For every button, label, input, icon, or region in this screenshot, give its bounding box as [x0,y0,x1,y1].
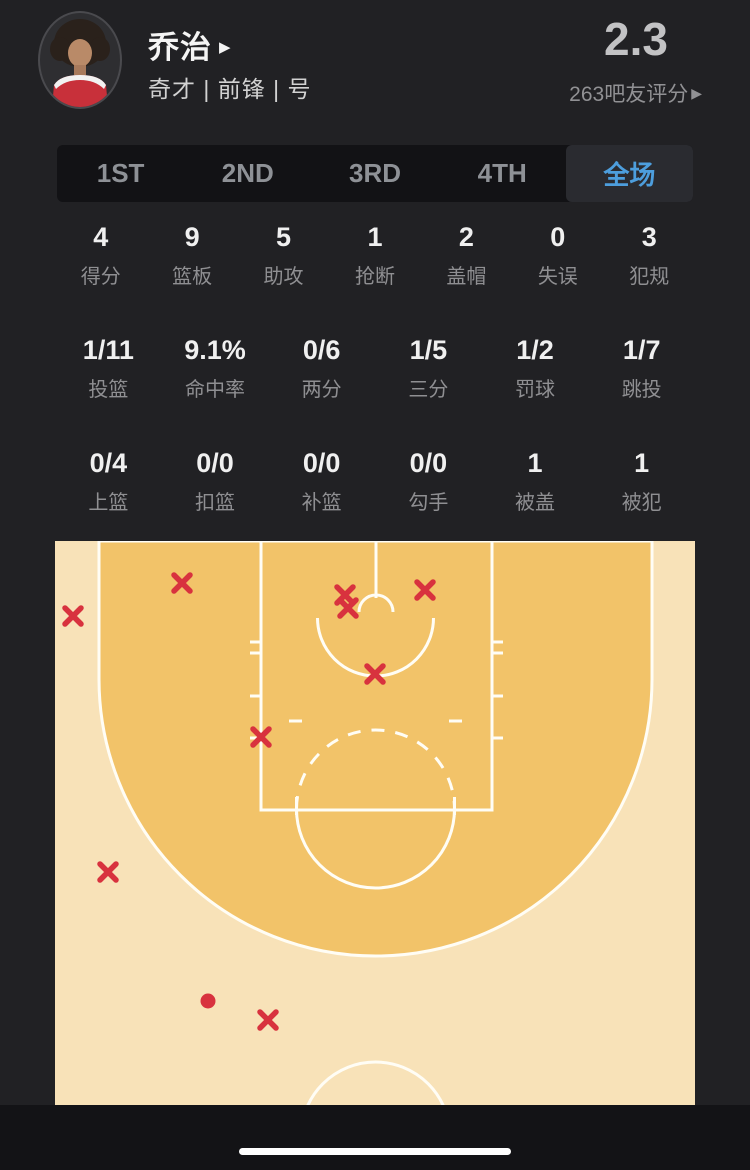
stat-cell: 1 被犯 [588,448,695,515]
stat-cell: 9 篮板 [146,222,237,289]
stat-row: 1/11 投篮 9.1% 命中率 0/6 两分 1/5 三分 1/2 罚球 1/7 跳投 [55,335,695,402]
stat-value: 1/5 [409,335,448,365]
stat-label: 盖帽 [446,266,487,288]
stat-cell: 1/2 罚球 [482,335,589,402]
stat-value: 0/0 [196,448,234,478]
bottom-bar [0,1105,750,1170]
shot-miss-marker [250,726,272,748]
stat-cell: 3 犯规 [604,222,695,289]
stat-row: 0/4 上篮 0/0 扣篮 0/0 补篮 0/0 勾手 1 被盖 1 被犯 [55,448,695,515]
stat-cell: 1 被盖 [482,448,589,515]
stat-value: 4 [93,222,109,252]
player-avatar[interactable] [38,11,122,109]
stat-label: 失误 [537,266,578,288]
shot-miss-marker [414,579,436,601]
stat-label: 勾手 [408,492,449,514]
stat-value: 1/7 [622,335,661,365]
stat-label: 三分 [408,379,449,401]
shot-miss-marker [257,1009,279,1031]
stat-cell: 2 盖帽 [421,222,512,289]
tab-1ST[interactable]: 1ST [96,158,145,188]
quarter-tabs: 1ST 2ND 3RD 4TH 全场 [57,145,693,202]
tab-全场[interactable]: 全场 [565,145,693,202]
stat-cell: 0/0 补篮 [268,448,375,515]
stat-label: 两分 [301,379,342,401]
stat-row: 4 得分 9 篮板 5 助攻 1 抢断 2 盖帽 0 失误 3 犯规 [55,222,695,289]
stat-value: 3 [641,222,657,252]
shot-chart [55,541,695,1105]
stat-label: 上篮 [88,492,129,514]
stat-value: 2 [458,222,474,252]
stat-cell: 1 抢断 [329,222,420,289]
stat-cell: 5 助攻 [238,222,329,289]
free-throw-circle-solid-half [295,808,456,890]
stat-label: 抢断 [354,266,395,288]
stat-value: 0/0 [409,448,448,478]
home-indicator[interactable] [239,1148,511,1155]
player-photo [50,19,110,107]
player-name: 乔治 [148,30,212,65]
stat-label: 跳投 [621,379,662,401]
tab-2ND[interactable]: 2ND [221,158,274,188]
stat-cell: 1/7 跳投 [588,335,695,402]
stat-label: 被犯 [621,492,662,514]
rim-arc [357,593,395,613]
shot-miss-marker [97,861,119,883]
arrow-right-icon: ▶ [219,38,231,56]
stat-cell: 0/0 勾手 [375,448,482,515]
shot-miss-marker [171,572,193,594]
stat-label: 犯规 [629,266,670,288]
stat-label: 扣篮 [195,492,235,514]
lane-box [259,541,494,812]
stat-value: 0/6 [302,335,341,365]
stat-value: 9.1% [184,335,246,365]
stat-value: 1 [367,222,383,252]
stat-cell: 1/11 投篮 [55,335,162,402]
player-header: 乔治 ▶ 奇才 | 前锋 | 号 2.3 263吧友评分 ▶ [0,0,750,145]
free-throw-circle-ticks [289,719,462,815]
stat-cell: 9.1% 命中率 [162,335,269,402]
stat-value: 9 [184,222,200,252]
free-throw-circle-dashed-half [295,728,456,810]
tab-3RD[interactable]: 3RD [349,158,402,188]
stat-value: 0 [550,222,566,252]
shot-markers [62,572,436,1031]
stat-value: 1 [634,448,650,478]
center-circle [306,1060,445,1105]
shot-miss-marker [364,663,386,685]
stat-cell: 4 得分 [55,222,146,289]
player-meta: 奇才 | 前锋 | 号 [148,76,312,102]
stats-grid: 4 得分 9 篮板 5 助攻 1 抢断 2 盖帽 0 失误 3 犯规 1/11 投篮 9.1% 命中率 0/6 两分 1… [55,202,695,561]
shot-miss-marker [337,597,359,619]
arrow-right-icon: ▶ [691,84,702,101]
stat-label: 得分 [80,266,121,288]
stat-label: 罚球 [515,379,556,401]
stat-label: 篮板 [172,266,213,288]
stat-cell: 0/0 扣篮 [162,448,269,515]
stat-value: 1/11 [82,335,134,365]
rating-score: 2.3 [604,13,668,65]
stat-cell: 1/5 三分 [375,335,482,402]
stat-value: 0/0 [302,448,341,478]
shot-make-marker [200,993,216,1009]
stat-value: 0/4 [89,448,128,478]
lane-hash-marks [250,640,503,740]
stat-cell: 0/4 上篮 [55,448,162,515]
stat-label: 助攻 [263,266,304,288]
stat-label: 被盖 [515,492,556,514]
rating-votes-label: 263吧友评分 [569,83,689,106]
stat-cell: 0/6 两分 [268,335,375,402]
shot-miss-marker [62,605,84,627]
player-name-link[interactable]: 乔治 ▶ [148,22,231,67]
three-point-line [97,541,654,958]
rating-votes-link[interactable]: 263吧友评分 ▶ [569,78,702,108]
tab-4TH[interactable]: 4TH [477,158,527,188]
stat-label: 补篮 [301,492,342,514]
stat-value: 1/2 [516,335,554,365]
stat-label: 命中率 [185,379,245,401]
stat-value: 1 [527,448,543,478]
stat-cell: 0 失误 [512,222,603,289]
stat-label: 投篮 [88,379,129,401]
stat-value: 5 [276,222,292,252]
